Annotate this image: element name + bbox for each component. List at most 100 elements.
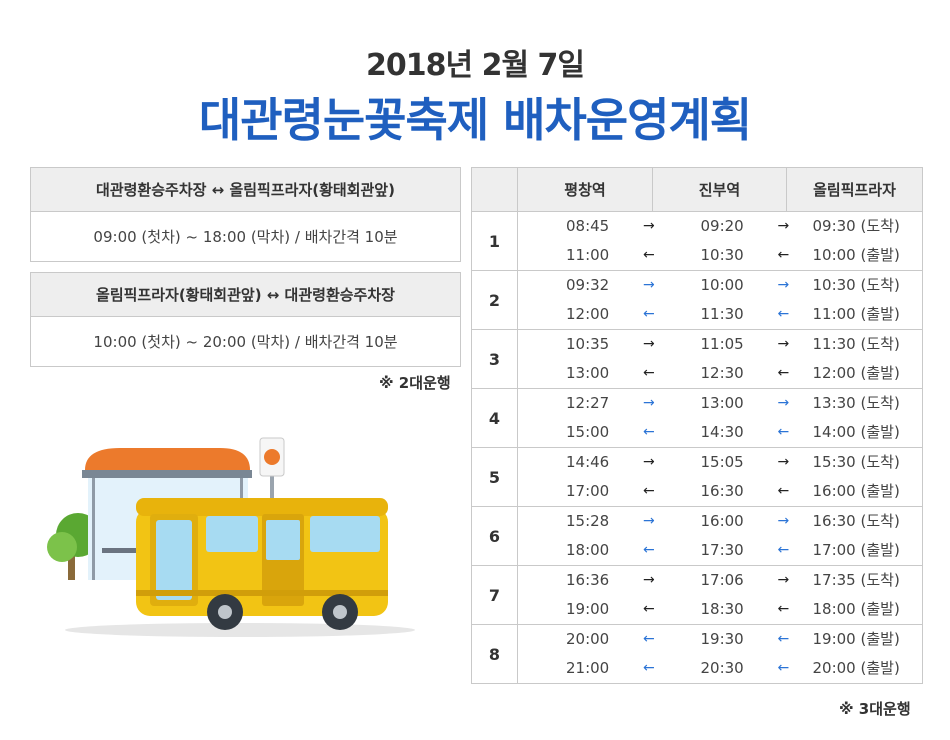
time-olympic-plaza: 12:00 (출발) <box>812 364 900 382</box>
time-olympic-plaza: 16:30 (도착) <box>812 512 900 530</box>
time-pyeongchang-cell: 08:45 → <box>517 211 655 241</box>
time-pyeongchang: 08:45 <box>566 217 610 235</box>
bus-roof <box>136 498 388 516</box>
bus-number: 7 <box>471 565 518 625</box>
time-olympic-plaza: 13:30 (도착) <box>812 394 900 412</box>
arrow-left-icon: ← <box>777 601 790 617</box>
header-pyeongchang: 평창역 <box>517 167 653 212</box>
time-pyeongchang: 10:35 <box>566 335 610 353</box>
arrow-right-icon: → <box>643 395 655 411</box>
time-jinbu-cell: 18:30 ← <box>652 595 790 625</box>
time-pyeongchang-cell: 16:36 → <box>517 565 655 595</box>
time-jinbu-cell: 09:20 → <box>652 211 789 241</box>
bus-number: 6 <box>471 506 518 566</box>
time-jinbu: 17:30 <box>700 541 744 559</box>
bus-number: 2 <box>471 270 518 330</box>
time-pyeongchang: 11:00 <box>566 246 610 264</box>
bus-hubcap <box>333 605 347 619</box>
arrow-right-icon: → <box>777 513 790 529</box>
table-row: 19:00 ← 18:30 ← 18:00 (출발) <box>472 595 923 625</box>
arrow-left-icon: ← <box>643 601 655 617</box>
time-olympic-plaza-cell: 20:00 (출발) <box>786 654 923 684</box>
table-row: 17:00 ← 16:30 ← 16:00 (출발) <box>472 477 923 507</box>
time-olympic-plaza-cell: 11:30 (도착) <box>786 329 923 359</box>
time-olympic-plaza: 18:00 (출발) <box>812 600 900 618</box>
time-olympic-plaza-cell: 09:30 (도착) <box>786 211 923 241</box>
arrow-right-icon: → <box>777 277 790 293</box>
arrow-right-icon: → <box>777 572 790 588</box>
time-pyeongchang: 15:00 <box>566 423 610 441</box>
arrow-right-icon: → <box>643 572 655 588</box>
arrow-left-icon: ← <box>643 542 655 558</box>
time-pyeongchang-cell: 15:28 → <box>517 506 655 536</box>
table-row: 4 12:27 → 13:00 → 13:30 (도착) <box>471 388 923 448</box>
time-olympic-plaza-cell: 15:30 (도착) <box>786 447 923 477</box>
time-olympic-plaza: 09:30 (도착) <box>812 217 900 235</box>
tree-trunk <box>68 555 75 580</box>
time-jinbu: 16:30 <box>700 482 744 500</box>
time-jinbu-cell: 19:30 ← <box>652 624 789 654</box>
time-jinbu: 18:30 <box>700 600 744 618</box>
arrow-right-icon: → <box>643 454 655 470</box>
arrow-left-icon: ← <box>777 483 790 499</box>
bus-number: 8 <box>471 624 518 684</box>
bus-hubcap <box>218 605 232 619</box>
arrow-left-icon: ← <box>643 424 655 440</box>
time-pyeongchang: 19:00 <box>566 600 610 618</box>
time-jinbu: 13:00 <box>700 394 744 412</box>
time-olympic-plaza-cell: 11:00 (출발) <box>786 300 923 330</box>
tree-crown-small <box>47 532 77 562</box>
time-jinbu-cell: 17:06 → <box>652 565 790 595</box>
route-box-2: 올림픽프라자(황태회관앞) ↔ 대관령환승주차장 10:00 (첫차) ~ 20… <box>30 272 461 367</box>
table-row: 13:00 ← 12:30 ← 12:00 (출발) <box>472 359 923 389</box>
route-name: 올림픽프라자(황태회관앞) ↔ 대관령환승주차장 <box>31 273 460 317</box>
time-olympic-plaza-cell: 10:00 (출발) <box>786 241 923 271</box>
time-jinbu: 10:00 <box>700 276 744 294</box>
time-olympic-plaza: 19:00 (출발) <box>812 630 900 648</box>
time-pyeongchang: 17:00 <box>566 482 610 500</box>
time-jinbu: 15:05 <box>700 453 744 471</box>
time-jinbu: 19:30 <box>700 630 744 648</box>
time-jinbu-cell: 16:00 → <box>652 506 790 536</box>
arrow-left-icon: ← <box>777 660 790 676</box>
time-jinbu-cell: 11:30 ← <box>652 300 790 330</box>
note-three-buses: ※ 3대운행 <box>839 700 911 718</box>
time-olympic-plaza: 10:30 (도착) <box>812 276 900 294</box>
time-olympic-plaza-cell: 17:35 (도착) <box>786 565 923 595</box>
time-pyeongchang-cell: 13:00 ← <box>517 359 655 389</box>
arrow-left-icon: ← <box>643 631 655 647</box>
date-heading: 2018년 2월 7일 <box>366 48 585 83</box>
table-row: 5 14:46 → 15:05 → 15:30 (도착) <box>471 447 923 507</box>
arrow-left-icon: ← <box>777 306 790 322</box>
bus-number: 5 <box>471 447 518 507</box>
table-row: 6 15:28 → 16:00 → 16:30 (도착) <box>471 506 923 566</box>
time-olympic-plaza-cell: 10:30 (도착) <box>786 270 923 300</box>
time-olympic-plaza: 11:30 (도착) <box>812 335 900 353</box>
bus-window <box>206 516 258 552</box>
time-pyeongchang-cell: 20:00 ← <box>517 624 655 654</box>
time-olympic-plaza-cell: 14:00 (출발) <box>786 418 923 448</box>
time-jinbu-cell: 13:00 → <box>652 388 789 418</box>
table-row: 3 10:35 → 11:05 → 11:30 (도착) <box>471 329 923 389</box>
header-jinbu: 진부역 <box>652 167 787 212</box>
time-jinbu-cell: 10:00 → <box>652 270 790 300</box>
shelter-roof-base <box>82 470 252 478</box>
bus-stop-sign-icon <box>264 449 280 465</box>
arrow-right-icon: → <box>643 218 655 234</box>
time-pyeongchang-cell: 09:32 → <box>517 270 655 300</box>
time-jinbu: 14:30 <box>700 423 744 441</box>
table-row: 12:00 ← 11:30 ← 11:00 (출발) <box>472 300 923 330</box>
time-olympic-plaza-cell: 17:00 (출발) <box>786 536 923 566</box>
bus-front-window <box>156 520 192 600</box>
time-jinbu-cell: 10:30 ← <box>652 241 789 271</box>
time-pyeongchang-cell: 21:00 ← <box>517 654 655 684</box>
table-row: 8 20:00 ← 19:30 ← 19:00 (출발) <box>471 624 923 684</box>
time-olympic-plaza-cell: 16:30 (도착) <box>786 506 923 536</box>
time-pyeongchang: 09:32 <box>566 276 610 294</box>
time-jinbu-cell: 14:30 ← <box>652 418 789 448</box>
time-pyeongchang: 21:00 <box>566 659 610 677</box>
time-olympic-plaza: 15:30 (도착) <box>812 453 900 471</box>
time-jinbu: 16:00 <box>700 512 744 530</box>
table-row: 11:00 ← 10:30 ← 10:00 (출발) <box>472 241 923 271</box>
time-pyeongchang: 20:00 <box>566 630 610 648</box>
